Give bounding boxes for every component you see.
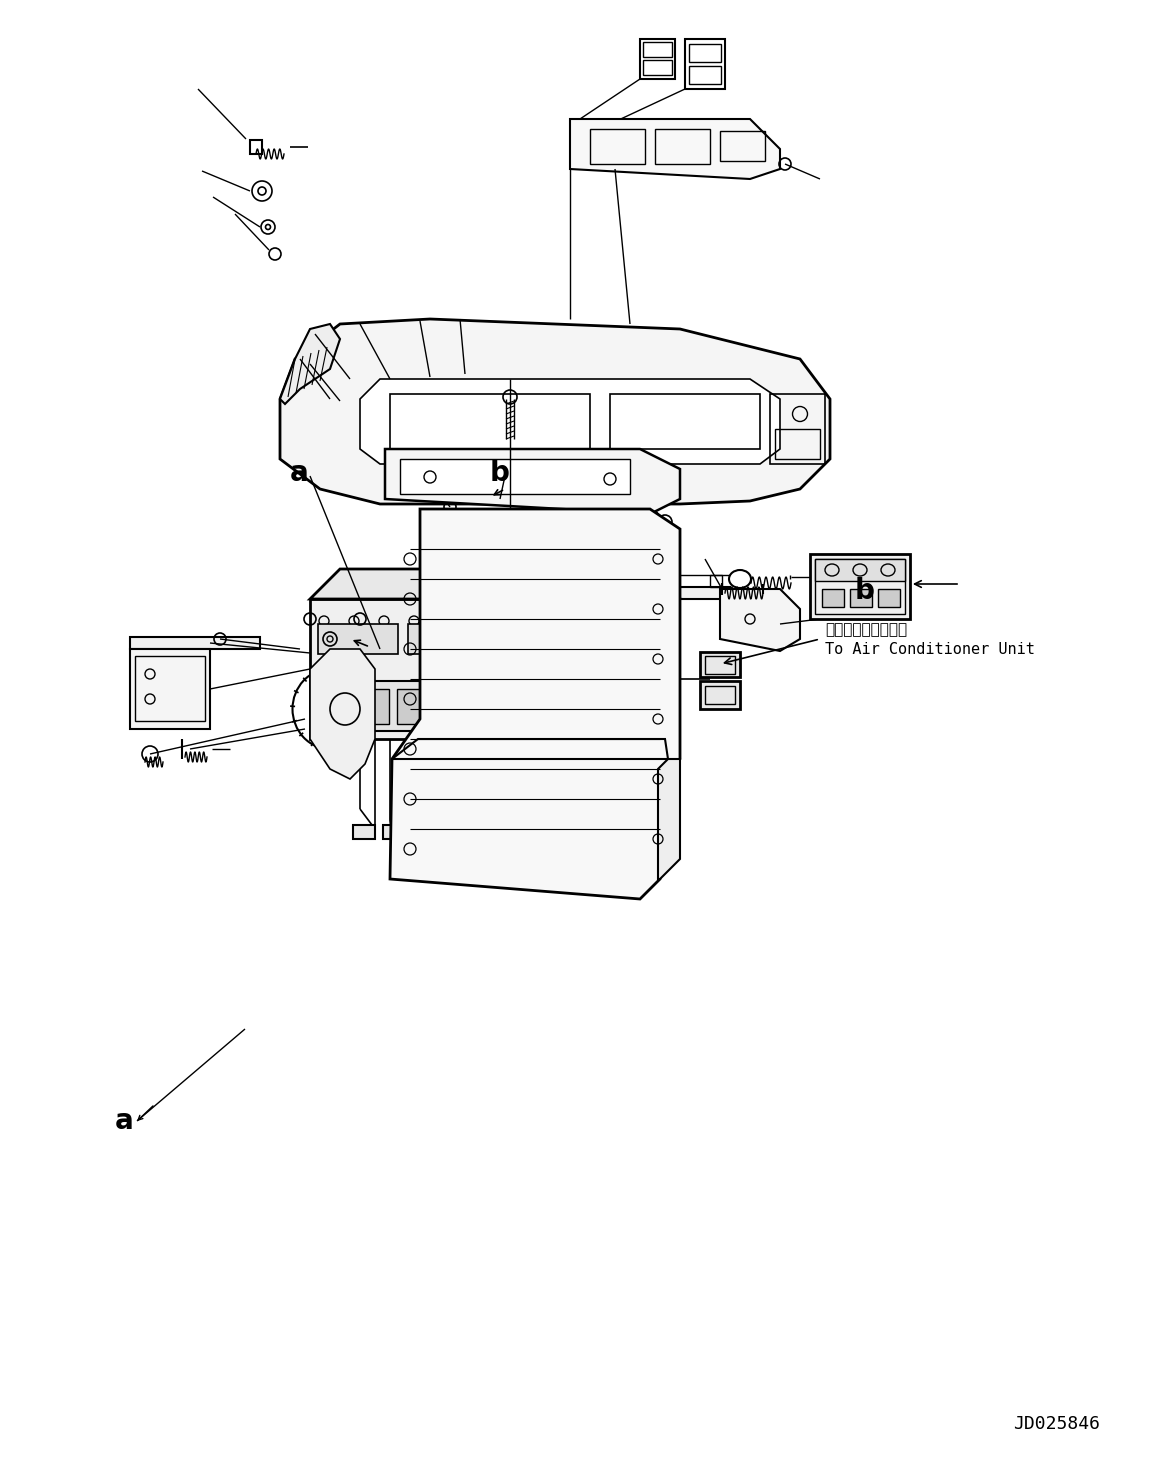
Polygon shape	[311, 649, 374, 779]
Polygon shape	[361, 379, 780, 464]
Bar	[850, 589, 872, 607]
Bar	[700, 652, 740, 677]
Bar	[383, 824, 405, 839]
Polygon shape	[385, 449, 680, 514]
Text: a: a	[115, 1107, 134, 1135]
Text: a: a	[290, 460, 308, 487]
Bar	[361, 689, 388, 724]
Text: エアコンユニットへ: エアコンユニットへ	[825, 622, 907, 638]
Polygon shape	[580, 569, 611, 740]
Bar	[463, 824, 485, 839]
Bar	[822, 589, 844, 607]
Bar	[720, 131, 765, 160]
Polygon shape	[311, 569, 611, 600]
Bar	[705, 686, 735, 705]
Bar	[700, 681, 740, 709]
Bar	[878, 589, 900, 607]
Bar	[130, 638, 261, 649]
Bar	[709, 575, 722, 587]
Bar	[454, 824, 475, 839]
Bar	[770, 394, 825, 464]
Bar	[611, 394, 759, 449]
Bar	[498, 624, 573, 654]
Bar	[685, 39, 725, 89]
Bar	[655, 128, 709, 163]
Bar	[643, 60, 672, 74]
Bar	[354, 824, 374, 839]
Text: b: b	[855, 576, 875, 605]
Polygon shape	[280, 320, 830, 503]
Bar	[438, 681, 568, 731]
Bar	[397, 689, 424, 724]
Bar	[485, 689, 518, 724]
Bar	[324, 689, 354, 724]
Bar	[815, 559, 905, 581]
Bar	[688, 66, 721, 85]
Polygon shape	[720, 589, 800, 651]
Bar	[390, 394, 590, 449]
Bar	[645, 575, 657, 587]
Text: JD025846: JD025846	[1013, 1415, 1100, 1433]
Bar	[815, 559, 905, 614]
Bar	[317, 681, 428, 731]
Bar	[311, 600, 580, 740]
Bar	[775, 429, 820, 460]
Bar	[590, 128, 645, 163]
Bar	[643, 42, 672, 57]
Polygon shape	[390, 509, 680, 899]
Polygon shape	[658, 759, 680, 878]
Bar	[688, 44, 721, 61]
Bar	[250, 140, 262, 155]
Bar	[809, 554, 909, 619]
Bar	[317, 624, 398, 654]
Bar	[445, 689, 477, 724]
Bar	[400, 460, 630, 495]
Text: To Air Conditioner Unit: To Air Conditioner Unit	[825, 642, 1035, 657]
Bar	[525, 689, 557, 724]
Bar	[705, 657, 735, 674]
Polygon shape	[280, 324, 340, 404]
Bar	[640, 587, 730, 600]
Bar	[130, 649, 211, 730]
Bar	[408, 624, 488, 654]
Polygon shape	[570, 120, 780, 179]
Bar	[135, 657, 205, 721]
Text: b: b	[490, 460, 509, 487]
Bar	[640, 39, 675, 79]
